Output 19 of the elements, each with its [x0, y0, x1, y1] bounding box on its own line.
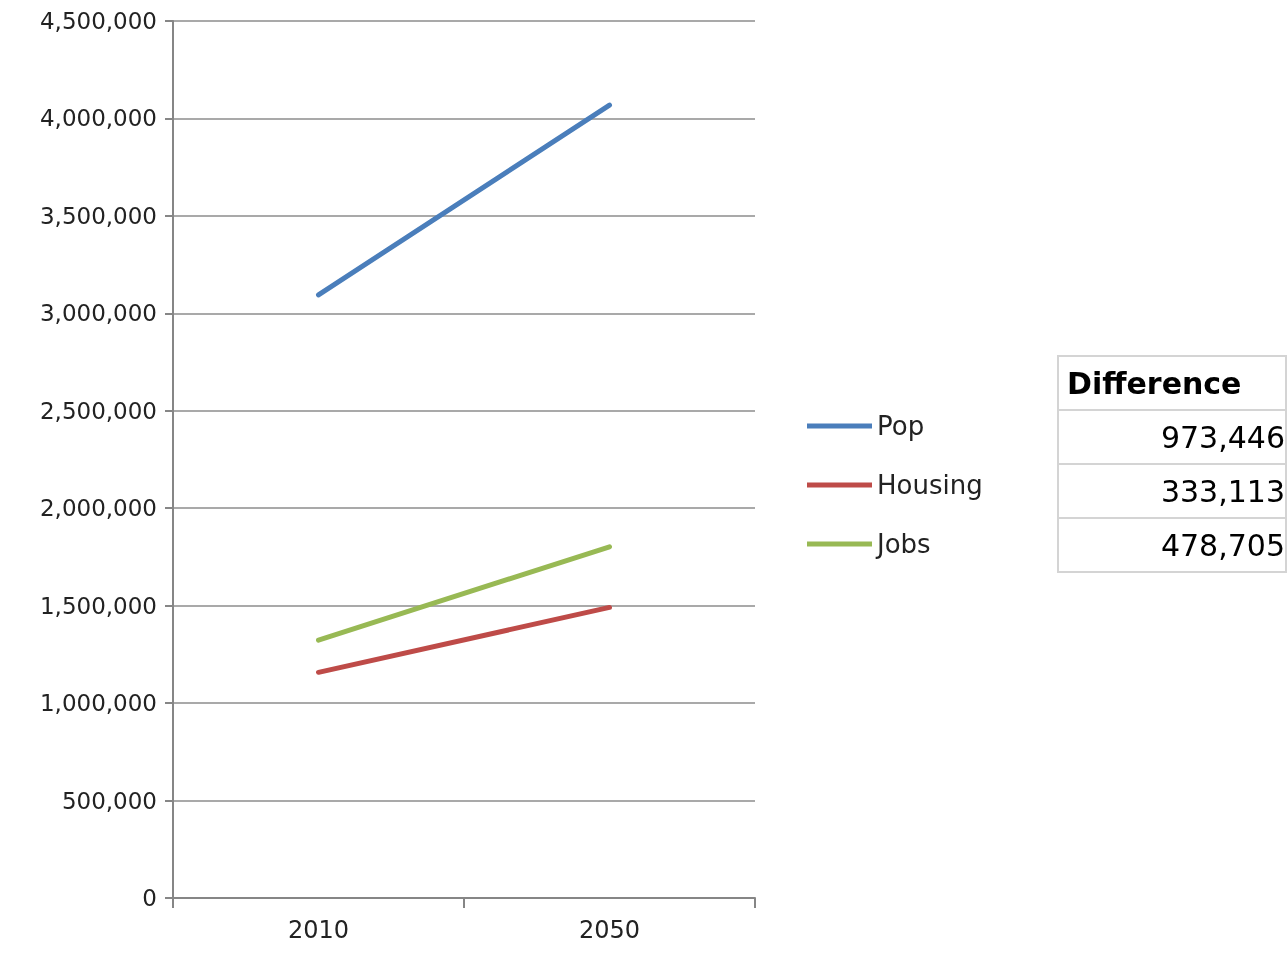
legend-label: Pop	[877, 411, 925, 441]
legend-label: Housing	[877, 470, 983, 500]
text: 333,113	[1058, 464, 1286, 518]
y-tick-label: 2,500,000	[39, 397, 157, 424]
y-tick-label: 2,000,000	[39, 495, 157, 522]
legend-label: Jobs	[875, 529, 931, 559]
text: 478,705	[1058, 518, 1286, 572]
y-tick-label: 4,500,000	[39, 8, 157, 34]
x-tick-label: 2010	[287, 916, 350, 944]
x-tick-label: 2050	[578, 916, 641, 944]
y-tick-label: 4,000,000	[39, 105, 157, 132]
text: Difference	[1058, 356, 1286, 410]
y-tick-label: 0	[142, 885, 157, 911]
y-tick-label: 3,000,000	[39, 300, 157, 327]
y-tick-label: 3,500,000	[39, 202, 157, 229]
y-tick-label: 500,000	[61, 787, 157, 814]
y-tick-label: 1,500,000	[39, 592, 157, 619]
y-tick-label: 1,000,000	[39, 690, 157, 717]
text: 973,446	[1058, 410, 1286, 464]
